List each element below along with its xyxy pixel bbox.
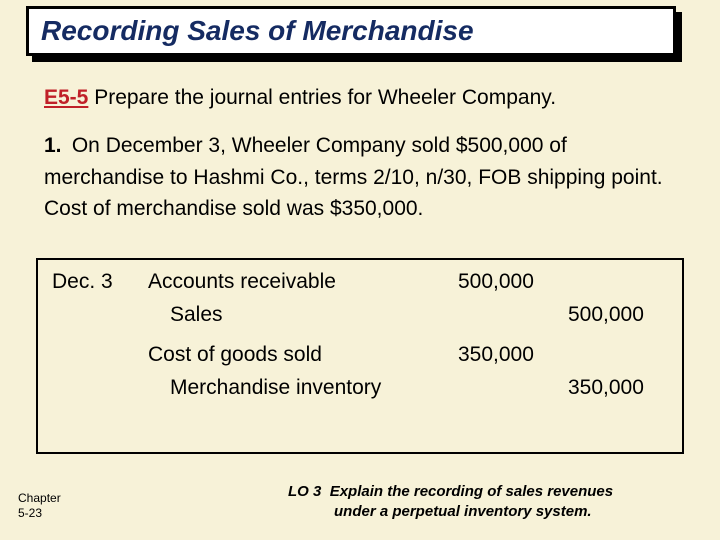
lo-text2: under a perpetual inventory system.	[288, 502, 698, 522]
journal-date: Dec. 3	[38, 266, 148, 299]
journal-date	[38, 339, 148, 372]
exercise-text: Prepare the journal entries for Wheeler …	[94, 86, 550, 109]
exercise-code: E5-5	[44, 86, 88, 109]
journal-row: Sales 500,000	[38, 299, 682, 332]
title-banner: Recording Sales of Merchandise	[26, 6, 676, 56]
journal-account: Accounts receivable	[148, 266, 458, 299]
journal-debit: 500,000	[458, 266, 568, 299]
exercise-period: .	[550, 86, 556, 109]
journal-row: Dec. 3Accounts receivable500,000	[38, 266, 682, 299]
problem-text: On December 3, Wheeler Company sold $500…	[44, 134, 663, 220]
problem-number: 1.	[44, 130, 66, 162]
journal-credit	[568, 266, 678, 299]
journal-account: Cost of goods sold	[148, 339, 458, 372]
journal-date	[38, 372, 148, 405]
exercise-instruction: E5-5 Prepare the journal entries for Whe…	[44, 84, 684, 111]
title-banner-shadow: Recording Sales of Merchandise	[32, 12, 682, 62]
lo-label: LO 3	[288, 483, 321, 500]
chapter-line2: 5-23	[18, 506, 61, 520]
journal-account: Merchandise inventory	[148, 372, 458, 405]
journal-credit	[568, 339, 678, 372]
journal-spacer	[38, 331, 682, 339]
journal-row: Cost of goods sold350,000	[38, 339, 682, 372]
journal-debit	[458, 299, 568, 332]
learning-objective: LO 3 Explain the recording of sales reve…	[288, 482, 698, 523]
journal-credit: 500,000	[568, 299, 678, 332]
journal-account: Sales	[148, 299, 458, 332]
page-title: Recording Sales of Merchandise	[41, 15, 474, 47]
chapter-label: Chapter 5-23	[18, 491, 61, 520]
journal-debit	[458, 372, 568, 405]
journal-date	[38, 299, 148, 332]
journal-debit: 350,000	[458, 339, 568, 372]
lo-text1: Explain the recording of sales revenues	[330, 483, 613, 500]
chapter-line1: Chapter	[18, 491, 61, 505]
problem-statement: 1. On December 3, Wheeler Company sold $…	[44, 130, 684, 225]
journal-entry-box: Dec. 3Accounts receivable500,000Sales500…	[36, 258, 684, 454]
journal-row: Merchandise inventory 350,000	[38, 372, 682, 405]
journal-credit: 350,000	[568, 372, 678, 405]
